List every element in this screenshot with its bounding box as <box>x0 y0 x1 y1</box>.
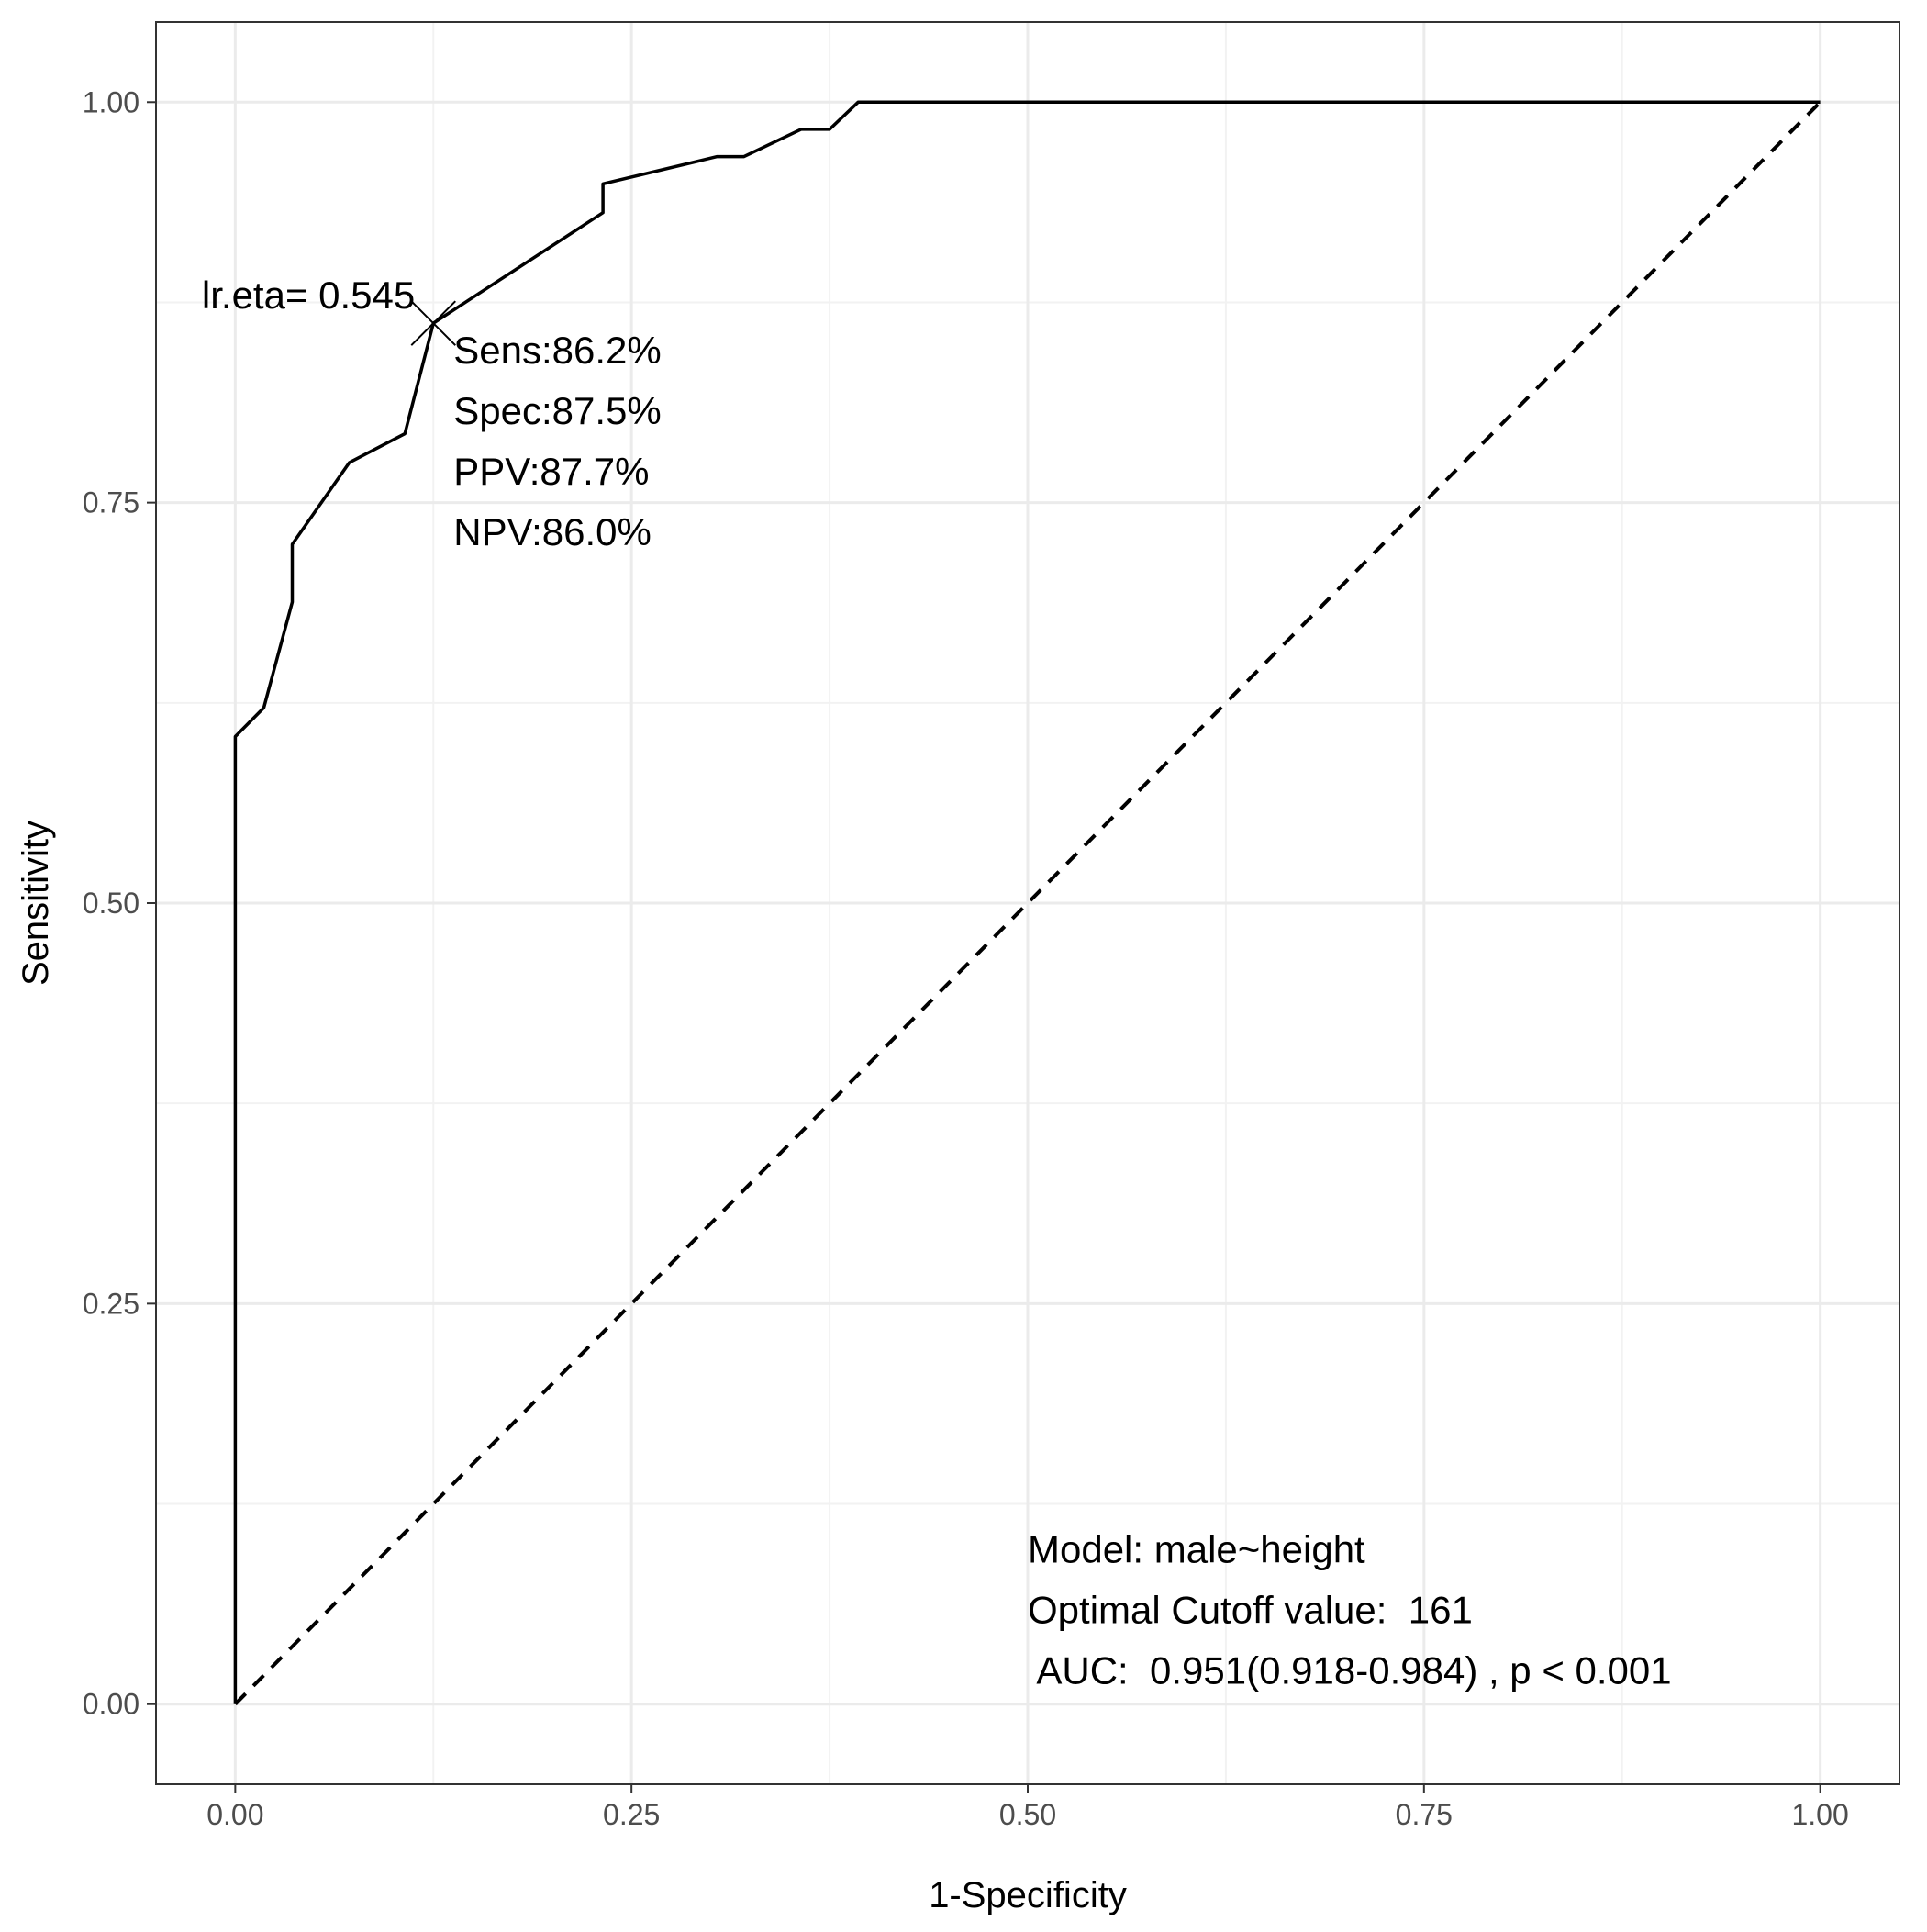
optimal-point-stat: PPV:87.7% <box>453 450 649 493</box>
optimal-point-stat: Sens:86.2% <box>453 329 661 372</box>
y-axis-title: Sensitivity <box>16 821 56 986</box>
roc-curve-line <box>233 100 1821 1704</box>
x-tick-label: 0.25 <box>603 1798 660 1831</box>
optimal-point-marker <box>410 300 456 346</box>
optimal-point-marker-group <box>410 300 456 346</box>
optimal-point-label: lr.eta= 0.545 <box>202 274 415 317</box>
x-axis-title: 1-Specificity <box>929 1875 1127 1915</box>
x-tick-label: 0.75 <box>1396 1798 1453 1831</box>
axes: 0.00 0.25 0.50 0.75 1.00 0.00 0.25 0.50 0.75 1.00 <box>83 85 1849 1831</box>
series-layer <box>233 100 1822 1706</box>
y-tick-label: 1.00 <box>83 85 139 118</box>
reference-diagonal-line <box>233 100 1822 1706</box>
x-tick-label: 0.00 <box>206 1798 263 1831</box>
model-info-line: Model: male~height <box>1028 1527 1365 1570</box>
y-tick-label: 0.00 <box>83 1688 139 1721</box>
y-tick-label: 0.75 <box>83 486 139 519</box>
panel-border <box>155 21 1900 1785</box>
x-tick-label: 1.00 <box>1791 1798 1848 1831</box>
optimal-point-stat: Spec:87.5% <box>453 389 661 432</box>
y-tick-label: 0.25 <box>83 1287 139 1320</box>
grid <box>156 22 1899 1784</box>
optimal-point-stat: NPV:86.0% <box>453 510 652 553</box>
y-tick-label: 0.50 <box>83 887 139 920</box>
x-tick-label: 0.50 <box>999 1798 1056 1831</box>
model-info-line: AUC: 0.951(0.918-0.984) , p < 0.001 <box>1028 1648 1672 1692</box>
annotations: lr.eta= 0.545 Sens:86.2% Spec:87.5% PPV:87.… <box>202 274 1672 1692</box>
model-info-line: Optimal Cutoff value: 161 <box>1028 1588 1473 1631</box>
